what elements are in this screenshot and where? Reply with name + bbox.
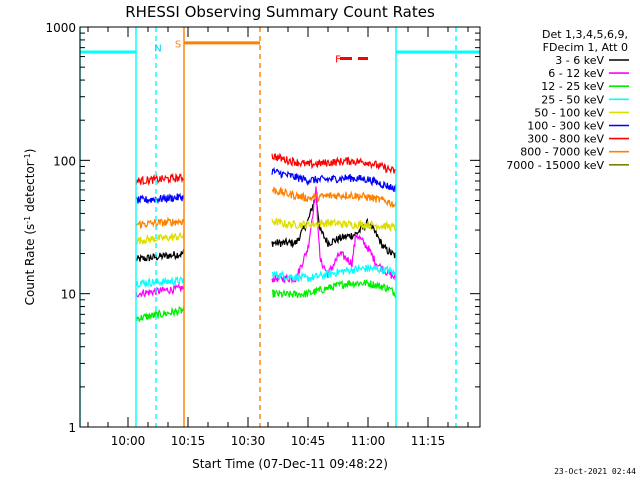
series-line — [135, 305, 185, 322]
series-line — [135, 275, 185, 289]
legend-entry-label: 7000 - 15000 keV — [506, 159, 604, 172]
series-line — [271, 186, 397, 208]
y-label-part: Count Rate (s — [23, 224, 37, 306]
legend-header-line: Det 1,3,4,5,6,9, — [542, 28, 628, 41]
series-line — [271, 217, 397, 233]
legend-entry-label: 100 - 300 keV — [527, 120, 604, 133]
x-tick-label: 10:45 — [291, 434, 326, 448]
x-tick-label: 10:15 — [171, 434, 206, 448]
series-line — [135, 283, 185, 298]
y-label-part: detector — [23, 161, 37, 216]
y-label-sup: -1 — [23, 216, 32, 224]
flag-label: N — [154, 44, 161, 55]
series-line — [271, 193, 397, 259]
flag-label: F — [335, 55, 341, 66]
series-line — [271, 152, 397, 174]
legend-entry-label: 50 - 100 keV — [534, 106, 604, 119]
y-label-sup: -1 — [23, 153, 32, 161]
legend-header-line: FDecim 1, Att 0 — [543, 41, 628, 54]
series-line — [135, 216, 185, 230]
axis-ticks: 1 10 100 1000 10:00 10:15 10:30 10:45 11:00 11:15 — [45, 21, 480, 448]
series-line — [135, 248, 185, 262]
series-line — [271, 263, 397, 283]
series-line — [135, 192, 185, 205]
legend: Det 1,3,4,5,6,9, FDecim 1, Att 0 3 - 6 k… — [506, 28, 629, 172]
y-label-part: ) — [23, 149, 37, 154]
y-tick-label: 100 — [53, 154, 76, 168]
flag-label: S — [175, 40, 181, 51]
plot-frame — [79, 26, 481, 428]
legend-entry-label: 6 - 12 keV — [548, 67, 604, 80]
y-tick-label: 1 — [68, 421, 76, 435]
x-tick-label: 11:15 — [411, 434, 446, 448]
x-tick-label: 10:30 — [231, 434, 266, 448]
series-line — [271, 279, 397, 299]
y-tick-label: 1000 — [45, 21, 76, 35]
series-line — [135, 172, 185, 186]
x-axis-label: Start Time (07-Dec-11 09:48:22) — [192, 457, 388, 471]
legend-entry-label: 25 - 50 keV — [541, 93, 604, 106]
legend-entry-label: 3 - 6 keV — [555, 54, 604, 67]
legend-entry-label: 800 - 7000 keV — [520, 146, 604, 159]
chart-title: RHESSI Observing Summary Count Rates — [125, 3, 435, 21]
x-tick-label: 11:00 — [351, 434, 386, 448]
y-axis-label: Count Rate (s-1 detector-1) — [23, 149, 38, 306]
timestamp: 23-Oct-2021 02:44 — [554, 467, 636, 476]
legend-entry-label: 12 - 25 keV — [541, 80, 604, 93]
data-layer — [135, 152, 397, 322]
series-line — [135, 232, 185, 245]
x-tick-label: 10:00 — [111, 434, 146, 448]
y-tick-label: 10 — [61, 288, 76, 302]
legend-entry-label: 300 - 800 keV — [527, 133, 604, 146]
series-line — [271, 166, 397, 193]
overlay-layer: N S F — [79, 27, 480, 427]
